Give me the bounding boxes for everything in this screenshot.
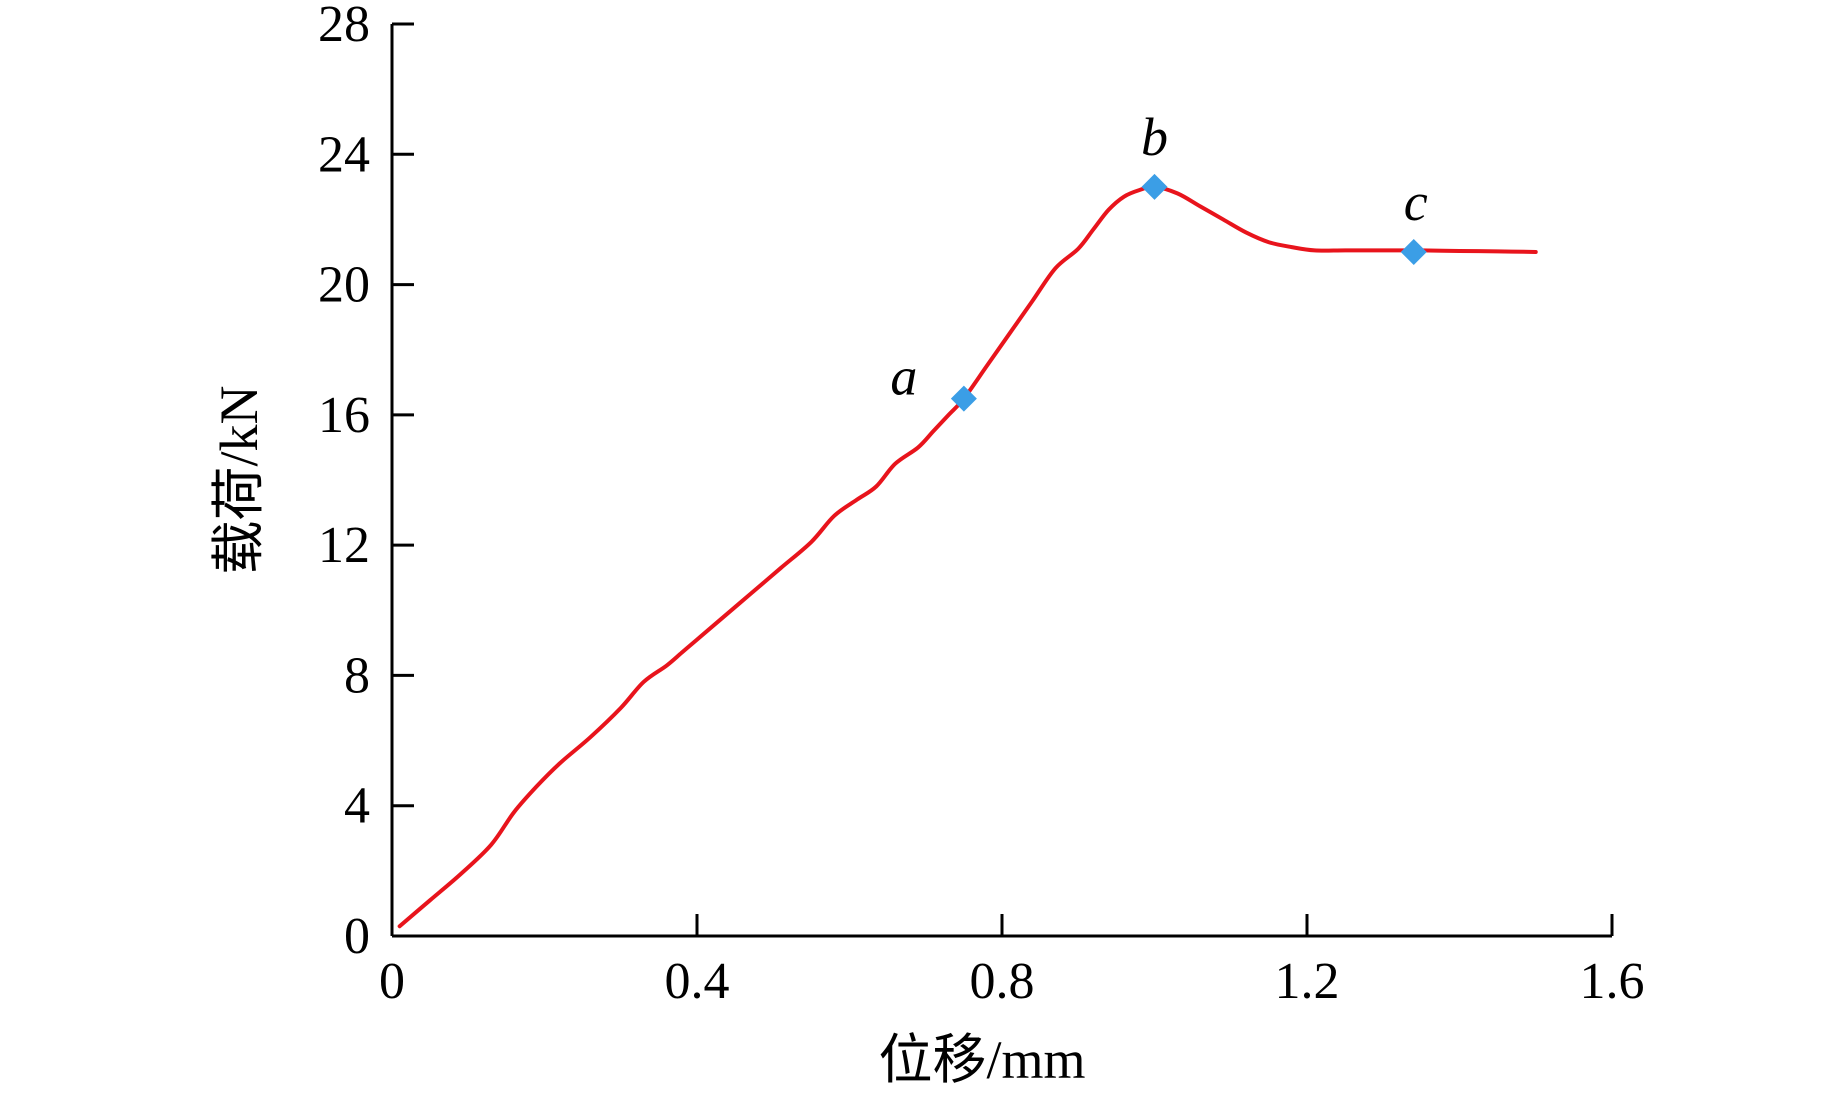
x-tick-label: 0.8	[970, 953, 1035, 1010]
x-tick-label: 0.4	[665, 953, 730, 1010]
point-a-marker	[950, 385, 977, 412]
y-tick-label: 4	[344, 778, 370, 835]
x-tick-label: 0	[379, 953, 405, 1010]
y-tick-label: 0	[344, 908, 370, 965]
point-c-label: c	[1404, 172, 1428, 232]
point-b-marker	[1141, 173, 1168, 200]
axes	[390, 24, 1612, 938]
y-tick-label: 20	[318, 257, 370, 314]
y-axis-label: 载荷/kN	[209, 386, 269, 575]
marker-layer: a b c	[890, 107, 1428, 412]
x-ticks: 0 0.4 0.8 1.2 1.6	[379, 914, 1645, 1010]
y-tick-label: 12	[318, 517, 370, 574]
y-tick-label: 28	[318, 0, 370, 53]
x-tick-label: 1.6	[1580, 953, 1645, 1010]
point-b-label: b	[1141, 107, 1168, 167]
y-tick-label: 16	[318, 387, 370, 444]
y-ticks: 0 4 8 12 16 20 24 28	[318, 0, 414, 965]
x-axis-label: 位移/mm	[878, 1030, 1085, 1090]
y-tick-label: 8	[344, 647, 370, 704]
point-a-label: a	[890, 347, 917, 407]
point-c-marker	[1400, 239, 1427, 265]
load-curve	[397, 184, 1538, 929]
y-tick-label: 24	[318, 126, 370, 183]
series-layer	[397, 184, 1538, 929]
x-tick-label: 1.2	[1275, 953, 1340, 1010]
